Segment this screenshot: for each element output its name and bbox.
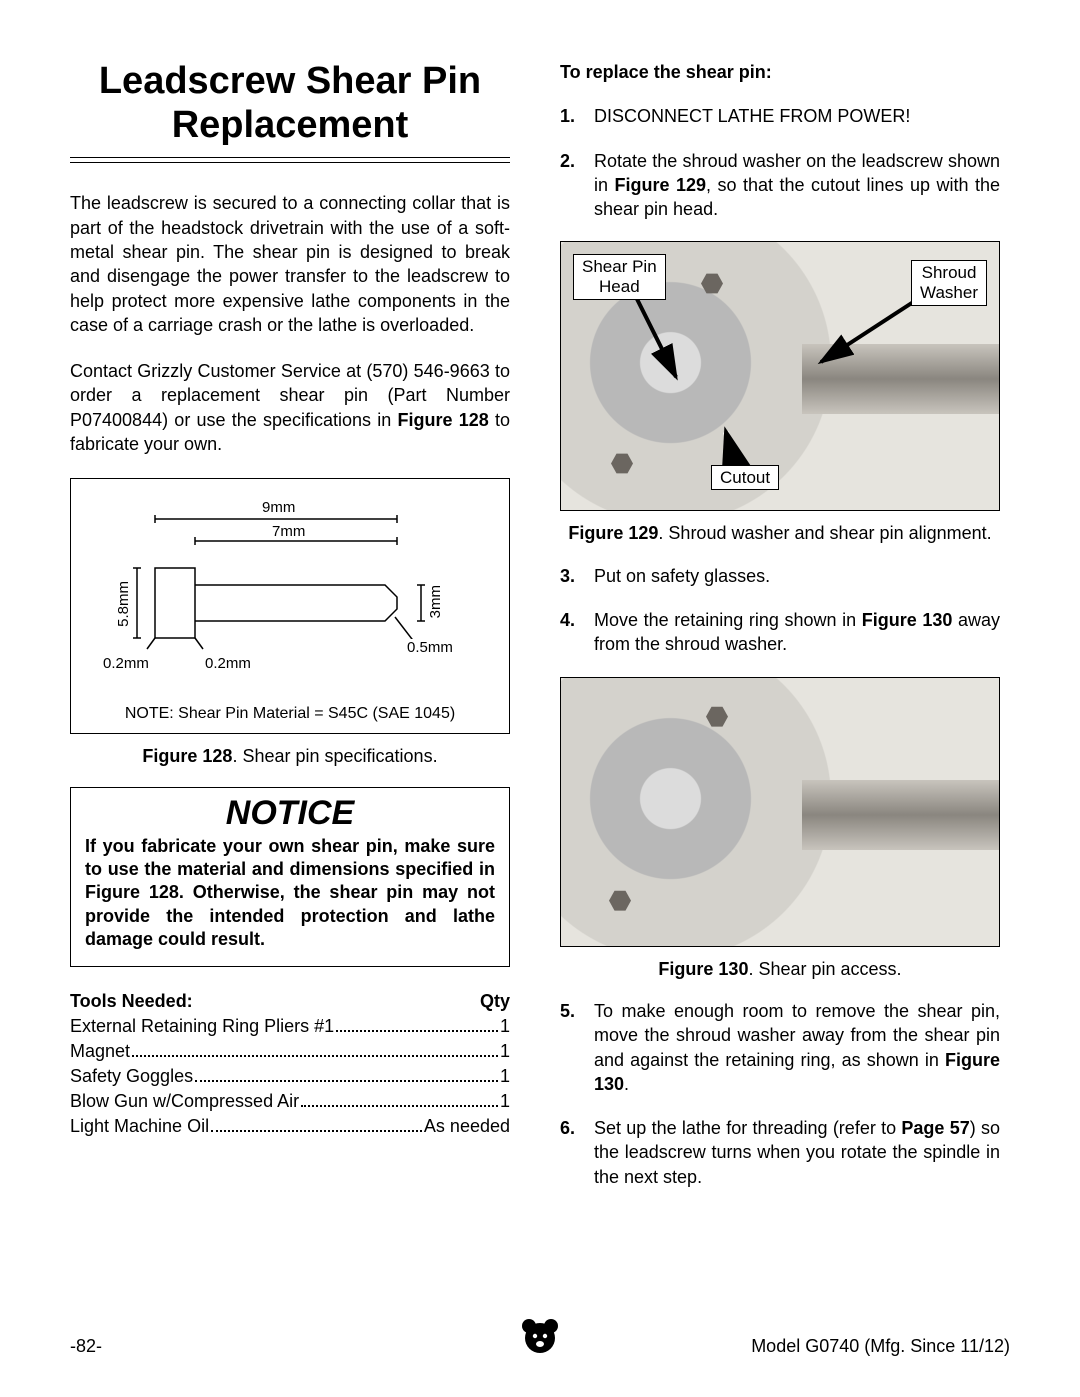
- s6pg: Page 57: [901, 1118, 969, 1138]
- notice-title: NOTICE: [85, 794, 495, 833]
- tool-qty: 1: [500, 1089, 510, 1114]
- figure-129-photo: Shear Pin Head Shroud Washer Cutout: [560, 241, 1000, 511]
- intro2-figref: Figure 128: [398, 410, 489, 430]
- model-info: Model G0740 (Mfg. Since 11/12): [751, 1336, 1010, 1357]
- leader-dots: [211, 1116, 422, 1132]
- dim-0-5mm: 0.5mm: [405, 639, 455, 656]
- tool-row: Blow Gun w/Compressed Air 1: [70, 1089, 510, 1114]
- notice-body: If you fabricate your own shear pin, mak…: [85, 835, 495, 952]
- s5b: .: [624, 1074, 629, 1094]
- fig129-caption: Figure 129. Shroud washer and shear pin …: [560, 521, 1000, 545]
- tool-qty: 1: [500, 1014, 510, 1039]
- s4fig: Figure 130: [862, 610, 953, 630]
- intro-para-2: Contact Grizzly Customer Service at (570…: [70, 359, 510, 456]
- label-shroud-washer: Shroud Washer: [911, 260, 987, 305]
- figure-130-photo: [560, 677, 1000, 947]
- procedure-subhead: To replace the shear pin:: [560, 60, 1000, 84]
- tool-name: Magnet: [70, 1039, 130, 1064]
- steps-list: DISCONNECT LATHE FROM POWER! Rotate the …: [560, 104, 1000, 221]
- step-5: To make enough room to remove the shear …: [560, 999, 1000, 1096]
- s5a: To make enough room to remove the shear …: [594, 1001, 1000, 1070]
- title-rule: [70, 157, 510, 163]
- photo-shaft: [802, 780, 999, 850]
- step-6: Set up the lathe for threading (refer to…: [560, 1116, 1000, 1189]
- leader-dots: [132, 1041, 498, 1057]
- step-1: DISCONNECT LATHE FROM POWER!: [560, 104, 1000, 128]
- tool-name: Light Machine Oil: [70, 1114, 209, 1139]
- tools-header-left: Tools Needed:: [70, 991, 193, 1012]
- shear-pin-diagram: 9mm 7mm 5.8mm 3mm 0.5mm 0.2mm 0.2mm NOTE…: [85, 493, 495, 723]
- fig130-label: Figure 130: [658, 959, 748, 979]
- leader-dots: [195, 1066, 498, 1082]
- left-column: Leadscrew Shear Pin Replacement The lead…: [70, 60, 510, 1209]
- s6a: Set up the lathe for threading (refer to: [594, 1118, 901, 1138]
- tools-header-right: Qty: [480, 991, 510, 1012]
- figure-128-box: 9mm 7mm 5.8mm 3mm 0.5mm 0.2mm 0.2mm NOTE…: [70, 478, 510, 734]
- fig128-label: Figure 128: [142, 746, 232, 766]
- tool-name: Safety Goggles: [70, 1064, 193, 1089]
- s4a: Move the retaining ring shown in: [594, 610, 862, 630]
- dim-0-2mm-r: 0.2mm: [203, 655, 253, 672]
- fig129-label: Figure 129: [568, 523, 658, 543]
- s2fig: Figure 129: [615, 175, 707, 195]
- leader-dots: [336, 1015, 498, 1031]
- tool-row: Magnet 1: [70, 1039, 510, 1064]
- label-shear-pin-head: Shear Pin Head: [573, 254, 666, 299]
- fig129-text: . Shroud washer and shear pin alignment.: [658, 523, 991, 543]
- step-3: Put on safety glasses.: [560, 564, 1000, 588]
- label-cutout: Cutout: [711, 465, 779, 491]
- dim-0-2mm-l: 0.2mm: [101, 655, 151, 672]
- tool-qty: 1: [500, 1064, 510, 1089]
- dim-9mm: 9mm: [260, 499, 297, 516]
- tool-row: External Retaining Ring Pliers #1 1: [70, 1014, 510, 1039]
- page-number: -82-: [70, 1336, 102, 1357]
- dim-3mm: 3mm: [425, 585, 446, 618]
- steps-list-3: To make enough room to remove the shear …: [560, 999, 1000, 1189]
- tool-name: Blow Gun w/Compressed Air: [70, 1089, 299, 1114]
- step-4: Move the retaining ring shown in Figure …: [560, 608, 1000, 657]
- right-column: To replace the shear pin: DISCONNECT LAT…: [560, 60, 1000, 1209]
- dim-5-8mm: 5.8mm: [113, 581, 134, 627]
- tools-header: Tools Needed: Qty: [70, 991, 510, 1012]
- bear-logo-icon: [519, 1314, 561, 1361]
- page-title: Leadscrew Shear Pin Replacement: [70, 60, 510, 147]
- fig128-caption: Figure 128. Shear pin specifications.: [70, 744, 510, 768]
- fig130-text: . Shear pin access.: [748, 959, 901, 979]
- dim-7mm: 7mm: [270, 523, 307, 540]
- fig128-note: NOTE: Shear Pin Material = S45C (SAE 104…: [85, 705, 495, 723]
- intro-para-1: The leadscrew is secured to a connecting…: [70, 191, 510, 337]
- tool-row: Safety Goggles 1: [70, 1064, 510, 1089]
- leader-dots: [301, 1091, 498, 1107]
- tool-qty: As needed: [424, 1114, 510, 1139]
- tools-list: External Retaining Ring Pliers #1 1 Magne…: [70, 1014, 510, 1140]
- tool-row: Light Machine Oil As needed: [70, 1114, 510, 1139]
- step-2: Rotate the shroud washer on the leadscre…: [560, 149, 1000, 222]
- tool-name: External Retaining Ring Pliers #1: [70, 1014, 334, 1039]
- tool-qty: 1: [500, 1039, 510, 1064]
- fig130-caption: Figure 130. Shear pin access.: [560, 957, 1000, 981]
- fig128-text: . Shear pin specifications.: [232, 746, 437, 766]
- notice-box: NOTICE If you fabricate your own shear p…: [70, 787, 510, 967]
- steps-list-2: Put on safety glasses. Move the retainin…: [560, 564, 1000, 657]
